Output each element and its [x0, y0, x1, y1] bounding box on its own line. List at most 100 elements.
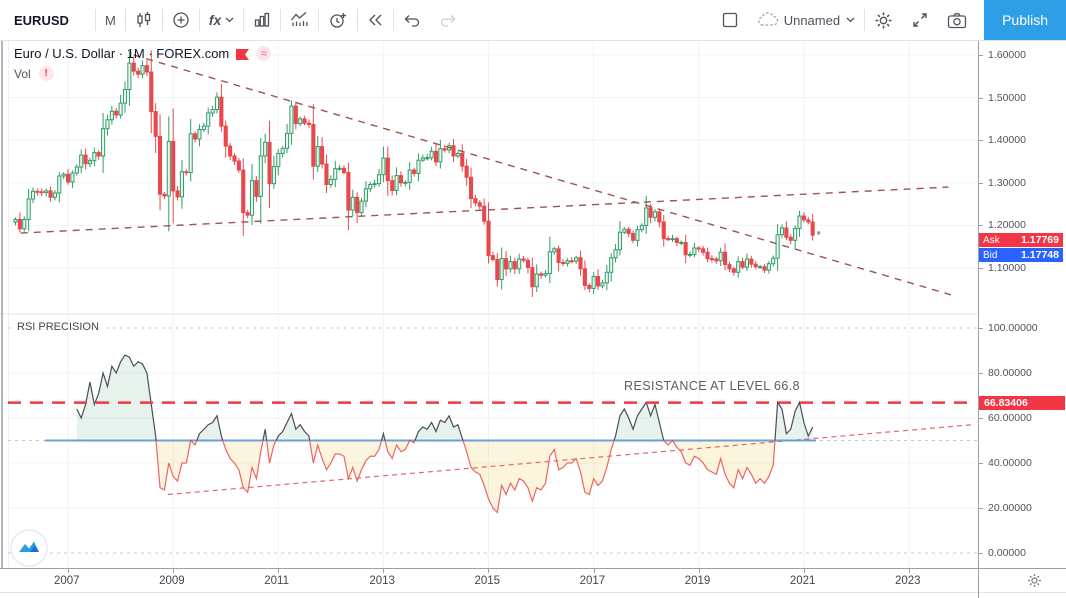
time-tick — [173, 569, 175, 573]
time-tick-label: 2013 — [369, 575, 395, 587]
alert-clock-icon — [330, 12, 347, 28]
redo-icon — [441, 15, 456, 27]
undo-button[interactable] — [394, 6, 430, 34]
ask-price-label: Ask 1.17769 — [979, 233, 1063, 247]
symbol-button[interactable]: EURUSD — [14, 12, 69, 28]
compare-button[interactable] — [163, 6, 199, 34]
templates-button[interactable] — [244, 6, 280, 34]
chevron-down-icon — [846, 17, 855, 23]
rsi-tick — [978, 373, 983, 374]
toolbar-separator — [393, 9, 395, 31]
price-tick-label: 1.30000 — [988, 176, 1026, 189]
price-tick — [978, 225, 983, 227]
toolbar-separator — [124, 9, 126, 31]
time-tick — [383, 569, 385, 573]
bar-replay-button[interactable] — [358, 6, 393, 34]
snapshot-camera-icon — [947, 12, 967, 28]
time-tick-label: 2007 — [54, 575, 80, 587]
undo-icon — [404, 15, 420, 27]
rsi-tick-label: 60.00000 — [988, 412, 1032, 424]
price-tick-label: 1.60000 — [988, 49, 1026, 61]
publish-button[interactable]: Publish — [984, 0, 1066, 40]
toolbar-separator — [243, 9, 245, 31]
redo-button[interactable] — [430, 6, 466, 34]
time-tick — [68, 569, 69, 573]
price-tick — [978, 140, 983, 142]
time-tick — [488, 569, 490, 573]
compare-plus-icon — [173, 12, 189, 28]
time-tick-label: 2009 — [159, 575, 185, 587]
toolbar-separator — [357, 9, 359, 31]
tradingview-logo[interactable] — [10, 529, 48, 567]
rsi-tick — [978, 508, 983, 509]
rsi-tick — [978, 463, 983, 464]
time-axis[interactable]: 2007 2009 2011 2013 2015 2017 2019 2021 2023 — [0, 568, 1066, 593]
time-tick-label: 2011 — [264, 575, 289, 587]
price-tick-label: 1.10000 — [988, 262, 1026, 274]
time-tick — [278, 569, 280, 573]
chart-settings-button[interactable] — [865, 6, 902, 34]
chevron-down-icon — [225, 17, 234, 23]
price-tick — [978, 97, 983, 99]
save-layout-button[interactable]: Unnamed — [748, 6, 864, 34]
time-tick — [698, 569, 700, 573]
price-axis-border — [978, 41, 979, 598]
toolbar-separator — [95, 9, 96, 31]
time-tick — [803, 569, 805, 573]
top-toolbar: EURUSD M fx — [0, 0, 1066, 41]
time-tick-label: 2017 — [579, 575, 606, 587]
toolbar-separator — [198, 9, 200, 31]
chart-pattern-button[interactable] — [281, 6, 318, 34]
toolbar-separator — [864, 9, 866, 31]
replay-icon — [369, 14, 382, 26]
bottom-strip — [0, 592, 1066, 598]
bid-price-label: Bid 1.17748 — [979, 248, 1063, 262]
time-tick-label: 2019 — [684, 575, 711, 587]
time-tick-label: 2021 — [789, 575, 816, 587]
time-tick-label: 2015 — [474, 575, 501, 587]
toolbar-right-group: Unnamed — [712, 0, 1066, 40]
layout-grid-icon — [722, 12, 737, 28]
select-layout-button[interactable] — [712, 6, 748, 34]
candlestick-style-button[interactable] — [126, 6, 162, 34]
bar-chart-icon — [255, 12, 270, 27]
candlestick-style-icon — [137, 12, 150, 27]
rsi-tick-label: 0.00000 — [988, 547, 1026, 559]
rsi-level-label: 66.83406 — [979, 395, 1065, 410]
rsi-tick — [978, 553, 983, 554]
snapshot-button[interactable] — [938, 6, 976, 34]
layout-name-label: Unnamed — [783, 12, 841, 28]
price-tick — [978, 268, 983, 269]
rsi-tick-label: 100.00000 — [988, 322, 1038, 334]
price-tick-label: 1.40000 — [988, 134, 1026, 147]
chart-plot-area[interactable] — [8, 41, 978, 568]
time-axis-settings-button[interactable] — [1014, 570, 1054, 590]
price-tick-label: 1.50000 — [988, 91, 1026, 104]
price-tick-label: 1.20000 — [988, 219, 1026, 232]
cloud-save-icon — [757, 12, 778, 26]
interval-button[interactable]: M — [105, 12, 116, 28]
time-tick-label: 2023 — [894, 575, 921, 587]
gear-icon — [1027, 573, 1041, 587]
price-axis[interactable]: Ask 1.17769 Bid 1.17748 66.83406 1.60000 1.… — [978, 41, 1066, 568]
rsi-tick-label: 80.00000 — [988, 367, 1032, 379]
price-tick — [978, 182, 983, 184]
add-alert-button[interactable] — [319, 6, 357, 34]
rsi-tick-label: 20.00000 — [988, 502, 1032, 514]
toolbar-separator — [161, 9, 163, 31]
toolbar-separator — [318, 9, 320, 31]
price-tick — [978, 55, 983, 56]
chart-pattern-icon — [291, 12, 308, 26]
fx-icon: fx — [208, 12, 222, 28]
settings-gear-icon — [875, 12, 892, 28]
toolbar-separator — [280, 9, 282, 31]
rsi-tick — [978, 328, 983, 329]
rsi-tick — [978, 418, 983, 419]
time-tick — [908, 569, 910, 573]
indicators-button[interactable]: fx — [200, 6, 243, 34]
fullscreen-button[interactable] — [902, 6, 938, 34]
rsi-tick-label: 40.00000 — [988, 457, 1032, 469]
fullscreen-icon — [913, 13, 927, 27]
time-tick — [593, 569, 595, 573]
